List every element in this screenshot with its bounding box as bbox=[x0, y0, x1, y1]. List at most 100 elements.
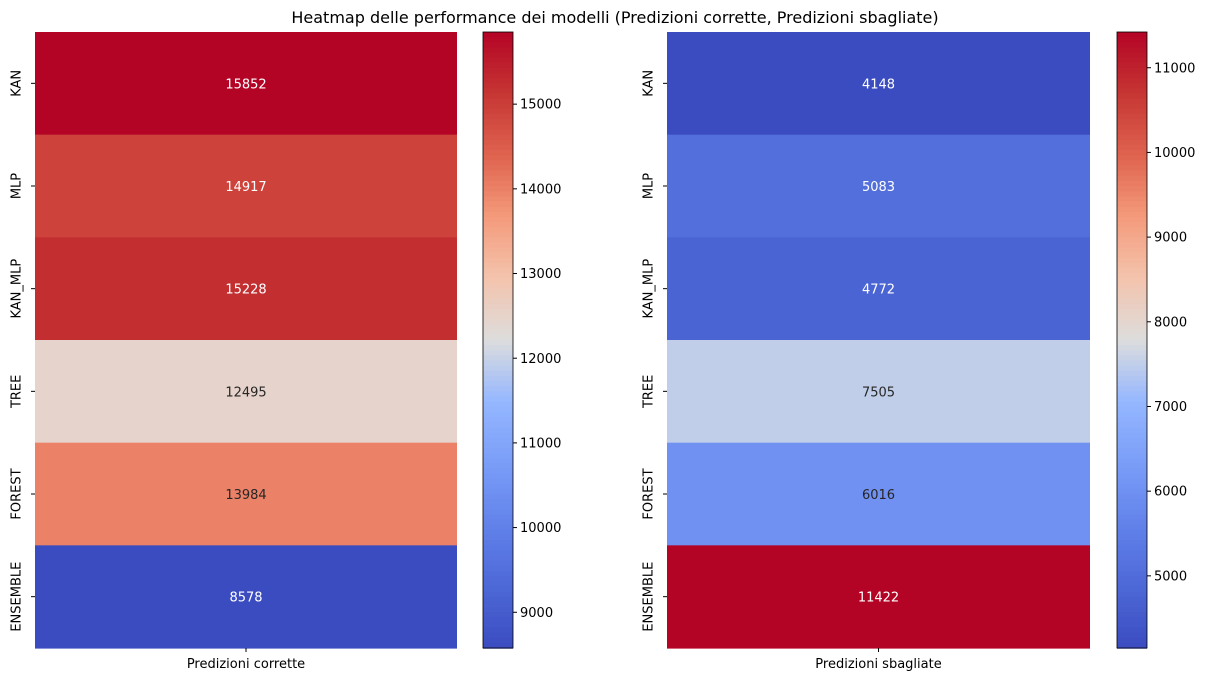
colorbar-strip bbox=[1117, 196, 1147, 203]
y-tick-label-kan: KAN bbox=[642, 70, 657, 97]
colorbar-strip bbox=[1117, 386, 1147, 393]
colorbar-strip bbox=[483, 483, 513, 490]
colorbar-strip bbox=[483, 422, 513, 428]
colorbar-strip bbox=[1117, 617, 1147, 624]
colorbar-strip bbox=[483, 268, 513, 274]
colorbar-tick-label: 10000 bbox=[1154, 146, 1195, 161]
cell-value-label: 4772 bbox=[862, 283, 895, 298]
colorbar-strip bbox=[483, 478, 513, 485]
colorbar-strip bbox=[1117, 375, 1147, 382]
colorbar-strip bbox=[1117, 165, 1147, 172]
colorbar-strip bbox=[483, 293, 513, 300]
colorbar-strip bbox=[1117, 427, 1147, 434]
colorbar-strip bbox=[1117, 62, 1147, 69]
colorbar-strip bbox=[1117, 391, 1147, 398]
cell-value-label: 6016 bbox=[862, 488, 895, 503]
cell-value-label: 4148 bbox=[862, 77, 895, 92]
colorbar-strip bbox=[1117, 627, 1147, 634]
colorbar-strip bbox=[483, 381, 513, 387]
colorbar-strip bbox=[1117, 201, 1147, 208]
colorbar-strip bbox=[1117, 494, 1147, 500]
colorbar-strip bbox=[483, 103, 513, 110]
colorbar-strip bbox=[483, 227, 513, 233]
y-tick-label-forest: FOREST bbox=[10, 468, 25, 519]
colorbar-strip bbox=[483, 396, 513, 403]
colorbar-strip bbox=[1117, 509, 1147, 516]
colorbar-strip bbox=[483, 155, 513, 162]
colorbar-strip bbox=[483, 622, 513, 629]
cell-value-label: 8578 bbox=[229, 591, 262, 606]
colorbar-strip bbox=[483, 427, 513, 434]
colorbar-tick-label: 9000 bbox=[1154, 231, 1187, 246]
colorbar-strip bbox=[1117, 596, 1147, 603]
colorbar-strip bbox=[483, 32, 513, 38]
y-tick-label-ensemble: ENSEMBLE bbox=[642, 562, 657, 632]
colorbar-strip bbox=[483, 581, 513, 588]
colorbar-tick-label: 11000 bbox=[520, 436, 561, 451]
colorbar-strip bbox=[483, 406, 513, 413]
colorbar-strip bbox=[483, 612, 513, 618]
colorbar-strip bbox=[483, 196, 513, 203]
colorbar-strip bbox=[1117, 314, 1147, 321]
colorbar-strip bbox=[483, 452, 513, 459]
colorbar-strip bbox=[483, 88, 513, 95]
colorbar-strip bbox=[483, 560, 513, 567]
colorbar-strip bbox=[483, 288, 513, 295]
colorbar-strip bbox=[483, 283, 513, 290]
colorbar-strip bbox=[483, 232, 513, 239]
heatmap-cell-mlp bbox=[667, 134, 1090, 238]
colorbar-strip bbox=[483, 314, 513, 321]
colorbar-strip bbox=[483, 247, 513, 254]
colorbar-strip bbox=[483, 550, 513, 557]
colorbar-strip bbox=[483, 360, 513, 367]
colorbar-strip bbox=[1117, 170, 1147, 177]
colorbar-strip bbox=[483, 540, 513, 547]
colorbar-strip bbox=[483, 257, 513, 264]
colorbar-strip bbox=[1117, 637, 1147, 644]
colorbar-strip bbox=[483, 42, 513, 49]
colorbar-strip bbox=[483, 37, 513, 43]
colorbar-strip bbox=[1117, 150, 1147, 156]
colorbar-strip bbox=[483, 324, 513, 331]
y-tick-label-tree: TREE bbox=[10, 375, 25, 409]
colorbar-strip bbox=[483, 494, 513, 500]
colorbar-strip bbox=[483, 596, 513, 603]
colorbar-strip bbox=[483, 555, 513, 562]
colorbar-strip bbox=[483, 499, 513, 505]
colorbar-strip bbox=[483, 109, 513, 115]
colorbar-strip bbox=[1117, 309, 1147, 316]
colorbar-strip bbox=[483, 160, 513, 167]
heatmap-cell-ensemble bbox=[35, 545, 457, 649]
colorbar-strip bbox=[1117, 447, 1147, 454]
colorbar-strip bbox=[1117, 247, 1147, 254]
colorbar-strip bbox=[483, 150, 513, 156]
colorbar-strip bbox=[1117, 417, 1147, 423]
colorbar-strip bbox=[483, 263, 513, 269]
colorbar-strip bbox=[1117, 622, 1147, 629]
colorbar-tick-label: 12000 bbox=[520, 352, 561, 367]
colorbar-strip bbox=[483, 642, 513, 649]
colorbar-strip bbox=[483, 463, 513, 470]
colorbar-strip bbox=[1117, 47, 1147, 54]
colorbar-tick-label: 7000 bbox=[1154, 400, 1187, 415]
colorbar-tick-label: 13000 bbox=[520, 267, 561, 282]
colorbar-strip bbox=[1117, 129, 1147, 136]
cell-value-label: 11422 bbox=[858, 591, 899, 606]
colorbar-strip bbox=[483, 365, 513, 372]
colorbar-strip bbox=[1117, 401, 1147, 408]
colorbar-strip bbox=[483, 545, 513, 552]
colorbar-strip bbox=[1117, 57, 1147, 64]
colorbar-strip bbox=[1117, 576, 1147, 582]
cell-value-label: 14917 bbox=[225, 180, 266, 195]
colorbar-strip bbox=[1117, 78, 1147, 85]
colorbar-strip bbox=[1117, 298, 1147, 305]
colorbar-strip bbox=[483, 432, 513, 439]
colorbar-strip bbox=[1117, 468, 1147, 475]
y-tick-label-forest: FOREST bbox=[642, 468, 657, 519]
colorbar-strip bbox=[1117, 88, 1147, 95]
colorbar-strip bbox=[483, 617, 513, 624]
colorbar-strip bbox=[483, 576, 513, 582]
colorbar-strip bbox=[1117, 560, 1147, 567]
colorbar-strip bbox=[483, 514, 513, 521]
